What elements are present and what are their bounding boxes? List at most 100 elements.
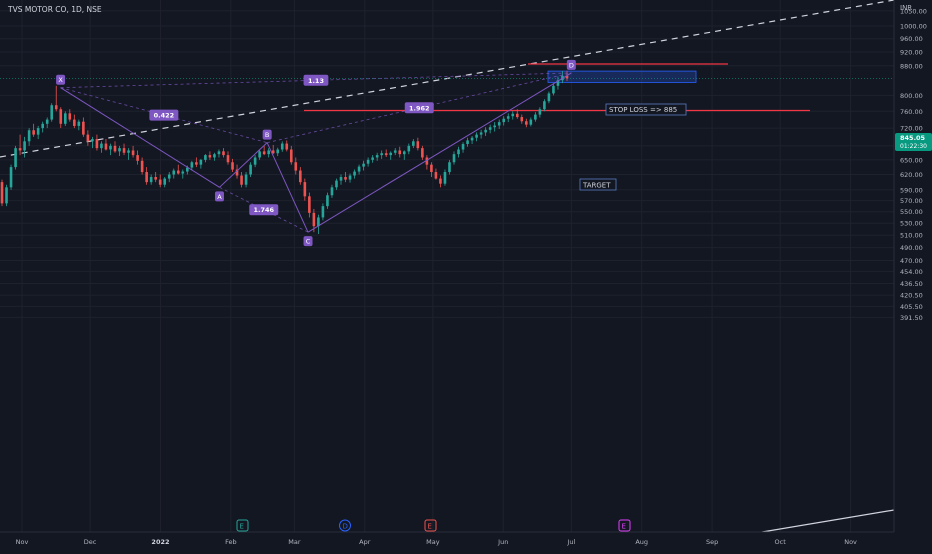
stop-loss-box: [605, 103, 687, 116]
candle: [366, 157, 370, 167]
candle-body: [321, 206, 325, 218]
candle-body: [380, 153, 383, 156]
candle-body: [267, 150, 270, 155]
earnings-marker-feb[interactable]: [236, 519, 249, 532]
candle: [353, 169, 356, 179]
candle-body: [86, 134, 90, 142]
candle-body: [416, 141, 420, 149]
candle-body: [543, 101, 546, 110]
target-annotation[interactable]: TARGET: [579, 178, 617, 191]
candle: [321, 203, 325, 221]
candle-body: [294, 162, 298, 171]
candle-body: [407, 145, 411, 152]
candle-body: [73, 119, 76, 126]
time-tick-label: Oct: [775, 538, 787, 546]
ratio-badge-label: 1.13: [308, 77, 324, 85]
price-tick-label: 1050.00: [900, 7, 927, 15]
candle: [45, 117, 49, 129]
time-tick-label: Jul: [566, 538, 575, 546]
grid-lines: [0, 0, 894, 532]
candle: [466, 137, 469, 147]
candle: [158, 174, 162, 188]
candle-body: [344, 177, 347, 180]
candle: [204, 154, 207, 163]
candle-body: [104, 143, 108, 150]
candle: [348, 173, 352, 183]
candle: [50, 103, 54, 122]
candle-body: [5, 187, 8, 204]
candle: [0, 179, 4, 207]
candle-body: [50, 105, 54, 120]
pattern-point-label: A: [217, 193, 222, 201]
earnings-marker-aug[interactable]: [618, 519, 631, 532]
symbol-title[interactable]: TVS MOTOR CO, 1D, NSE: [7, 5, 102, 14]
candle-body: [421, 148, 424, 158]
candle-body: [82, 121, 85, 135]
prz-zone: [547, 70, 697, 83]
candle: [136, 150, 139, 165]
pattern-point-c: C: [303, 236, 313, 247]
earnings-marker-feb-label: E: [240, 523, 244, 531]
candle-body: [430, 164, 433, 173]
candle-body: [565, 75, 569, 79]
time-axis-panel[interactable]: [0, 532, 932, 550]
pattern-point-bg: [56, 74, 66, 85]
candle: [104, 139, 108, 151]
candle-body: [362, 163, 365, 167]
candle: [244, 172, 248, 188]
candle: [497, 119, 501, 129]
candle-body: [326, 195, 329, 207]
candle-body: [299, 170, 302, 183]
stop-loss-annotation[interactable]: STOP LOSS => 885: [605, 103, 687, 116]
last-price-badge: 845.05 01:22:30: [895, 133, 932, 151]
price-axis-panel[interactable]: [894, 0, 932, 532]
price-tick-label: 880.00: [900, 62, 923, 70]
candle-body: [488, 127, 492, 130]
candle-body: [497, 122, 501, 126]
candle-body: [158, 179, 162, 185]
candle-body: [330, 187, 334, 196]
candle-body: [384, 153, 388, 156]
candle-body: [389, 152, 393, 156]
candle: [32, 123, 35, 137]
earnings-marker-may-label: E: [428, 523, 432, 531]
candle-body: [547, 93, 551, 102]
price-tick-label: 1000.00: [900, 23, 927, 31]
price-tick-label: 570.00: [900, 197, 923, 205]
candle: [213, 152, 216, 161]
candle: [36, 125, 40, 140]
price-tick-label: 960.00: [900, 35, 923, 43]
candle-body: [371, 157, 374, 160]
candle: [412, 139, 415, 149]
candle: [95, 134, 99, 151]
candle: [27, 128, 31, 146]
candle-body: [54, 105, 58, 110]
earnings-marker-may[interactable]: [424, 519, 437, 532]
candle: [457, 146, 460, 158]
candle-body: [470, 137, 474, 141]
dividend-marker[interactable]: [339, 519, 351, 532]
pattern-leg: [307, 72, 572, 233]
candle: [267, 148, 270, 158]
ratio-badge: 1.962: [404, 102, 434, 114]
candle-body: [41, 123, 44, 129]
pattern-point-bg: [303, 236, 313, 247]
candle-body: [357, 166, 361, 172]
candle-body: [154, 177, 157, 180]
candle: [9, 164, 13, 190]
drawing-overlays: [0, 0, 895, 533]
candle: [63, 111, 67, 126]
candle-body: [353, 171, 356, 176]
price-tick-label: 420.50: [900, 292, 923, 300]
time-tick-label: Sep: [706, 538, 718, 546]
event-markers[interactable]: E D E E: [236, 519, 631, 532]
candle-body: [253, 157, 257, 165]
pattern-point-b: B: [262, 129, 272, 140]
price-tick-label: 760.00: [900, 108, 923, 116]
candle: [552, 83, 555, 96]
candle: [262, 145, 266, 156]
candle: [82, 117, 85, 137]
